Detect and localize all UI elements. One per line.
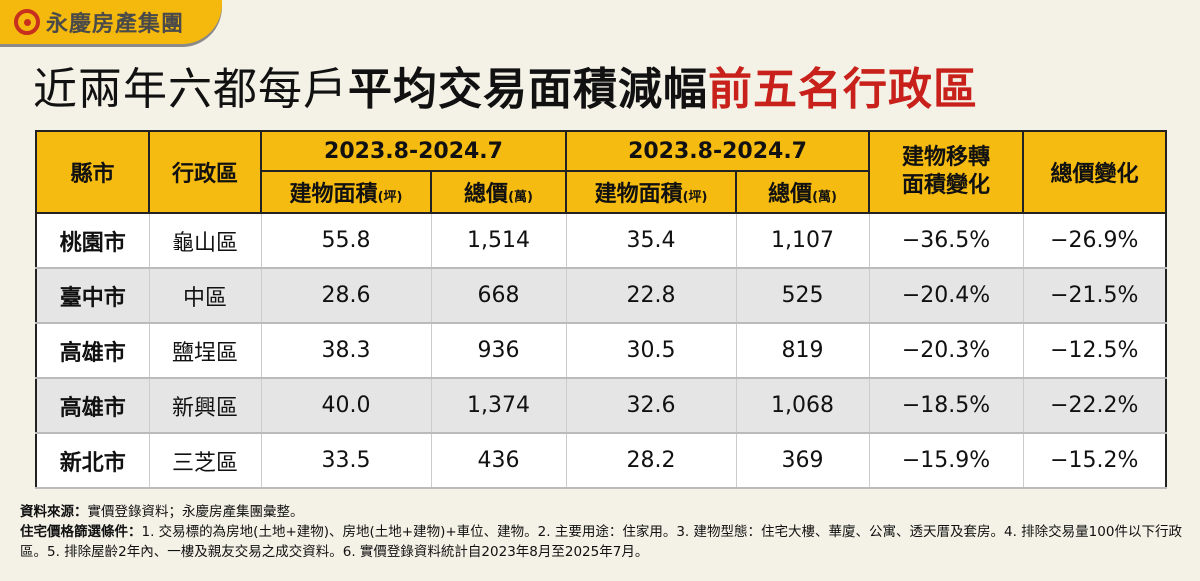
header-city: 縣市 — [35, 130, 150, 214]
table-cell: −18.5% — [868, 377, 1024, 434]
table-cell: 鹽埕區 — [148, 322, 261, 379]
table-cell: 高雄市 — [36, 322, 149, 379]
table-cell: 1,374 — [430, 377, 567, 434]
data-table: 縣市 行政區 2023.8-2024.7 2023.8-2024.7 建物移轉 … — [35, 130, 1168, 489]
table-cell: 臺中市 — [36, 267, 149, 324]
table-cell: 1,514 — [430, 212, 567, 269]
table-cell: 33.5 — [260, 432, 431, 489]
table-cell: 三芝區 — [148, 432, 261, 489]
table-cell: 436 — [430, 432, 567, 489]
table-cell: 龜山區 — [148, 212, 261, 269]
table-cell: 40.0 — [260, 377, 431, 434]
table-cell: 525 — [735, 267, 870, 324]
table-cell: 28.6 — [260, 267, 431, 324]
table-cell: −15.2% — [1022, 432, 1167, 489]
header-period2: 2023.8-2024.7 — [565, 130, 871, 172]
table-cell: −26.9% — [1022, 212, 1167, 269]
table-cell: 668 — [430, 267, 567, 324]
page-title: 近兩年六都每戶平均交易面積減幅前五名行政區 — [33, 62, 978, 118]
table-cell: −20.4% — [868, 267, 1024, 324]
table-cell: −21.5% — [1022, 267, 1167, 324]
header-district: 行政區 — [148, 130, 262, 214]
table-cell: 35.4 — [565, 212, 737, 269]
header-price-change: 總價變化 — [1022, 130, 1168, 214]
table-cell: 30.5 — [565, 322, 737, 379]
table-row: 高雄市 新興區 40.0 1,374 32.6 1,068 −18.5% −22.2% — [36, 377, 1167, 434]
table-cell: 22.8 — [565, 267, 737, 324]
table-cell: 桃園市 — [36, 212, 149, 269]
criteria-note: 住宅價格篩選條件：1. 交易標的為房地(土地+建物)、房地(土地+建物)+車位、… — [20, 524, 1182, 560]
header-area-1: 建物面積(坪) — [260, 170, 432, 214]
title-part2: 平均交易面積減幅 — [348, 64, 708, 115]
title-part1: 近兩年六都每戶 — [33, 64, 348, 115]
header-price-1: 總價(萬) — [429, 170, 568, 214]
table-cell: 819 — [735, 322, 870, 379]
table-cell: 1,107 — [735, 212, 870, 269]
table-cell: 新興區 — [148, 377, 261, 434]
source-note: 資料來源：實價登錄資料；永慶房產集團彙整。 — [20, 504, 304, 520]
table-cell: 新北市 — [36, 432, 149, 489]
table-cell: 38.3 — [260, 322, 431, 379]
header-price-2: 總價(萬) — [735, 170, 871, 214]
table-cell: 32.6 — [565, 377, 737, 434]
table-row: 臺中市 中區 28.6 668 22.8 525 −20.4% −21.5% — [36, 267, 1167, 324]
table-cell: 28.2 — [565, 432, 737, 489]
title-part3: 前五名行政區 — [708, 64, 978, 115]
footnotes: 資料來源：實價登錄資料；永慶房產集團彙整。 住宅價格篩選條件：1. 交易標的為房… — [20, 502, 1190, 562]
header-area-2: 建物面積(坪) — [565, 170, 738, 214]
logo-icon — [14, 9, 40, 35]
table-cell: 55.8 — [260, 212, 431, 269]
logo-text: 永慶房產集團 — [46, 12, 185, 37]
table-cell: −36.5% — [868, 212, 1024, 269]
header-area-change: 建物移轉 面積變化 — [868, 130, 1025, 214]
table-row: 新北市 三芝區 33.5 436 28.2 369 −15.9% −15.2% — [36, 432, 1167, 489]
header-period1: 2023.8-2024.7 — [259, 130, 568, 172]
table-cell: −15.9% — [868, 432, 1024, 489]
table-cell: 高雄市 — [36, 377, 149, 434]
table-row: 桃園市 龜山區 55.8 1,514 35.4 1,107 −36.5% −26.9% — [36, 212, 1167, 269]
table-cell: 936 — [430, 322, 567, 379]
table-row: 高雄市 鹽埕區 38.3 936 30.5 819 −20.3% −12.5% — [36, 322, 1167, 379]
table-cell: −12.5% — [1022, 322, 1167, 379]
table-cell: −20.3% — [868, 322, 1024, 379]
table-cell: 369 — [735, 432, 870, 489]
table-cell: 中區 — [148, 267, 261, 324]
brand-logo: 永慶房產集團 — [0, 0, 222, 44]
table-cell: −22.2% — [1022, 377, 1167, 434]
table-cell: 1,068 — [735, 377, 870, 434]
